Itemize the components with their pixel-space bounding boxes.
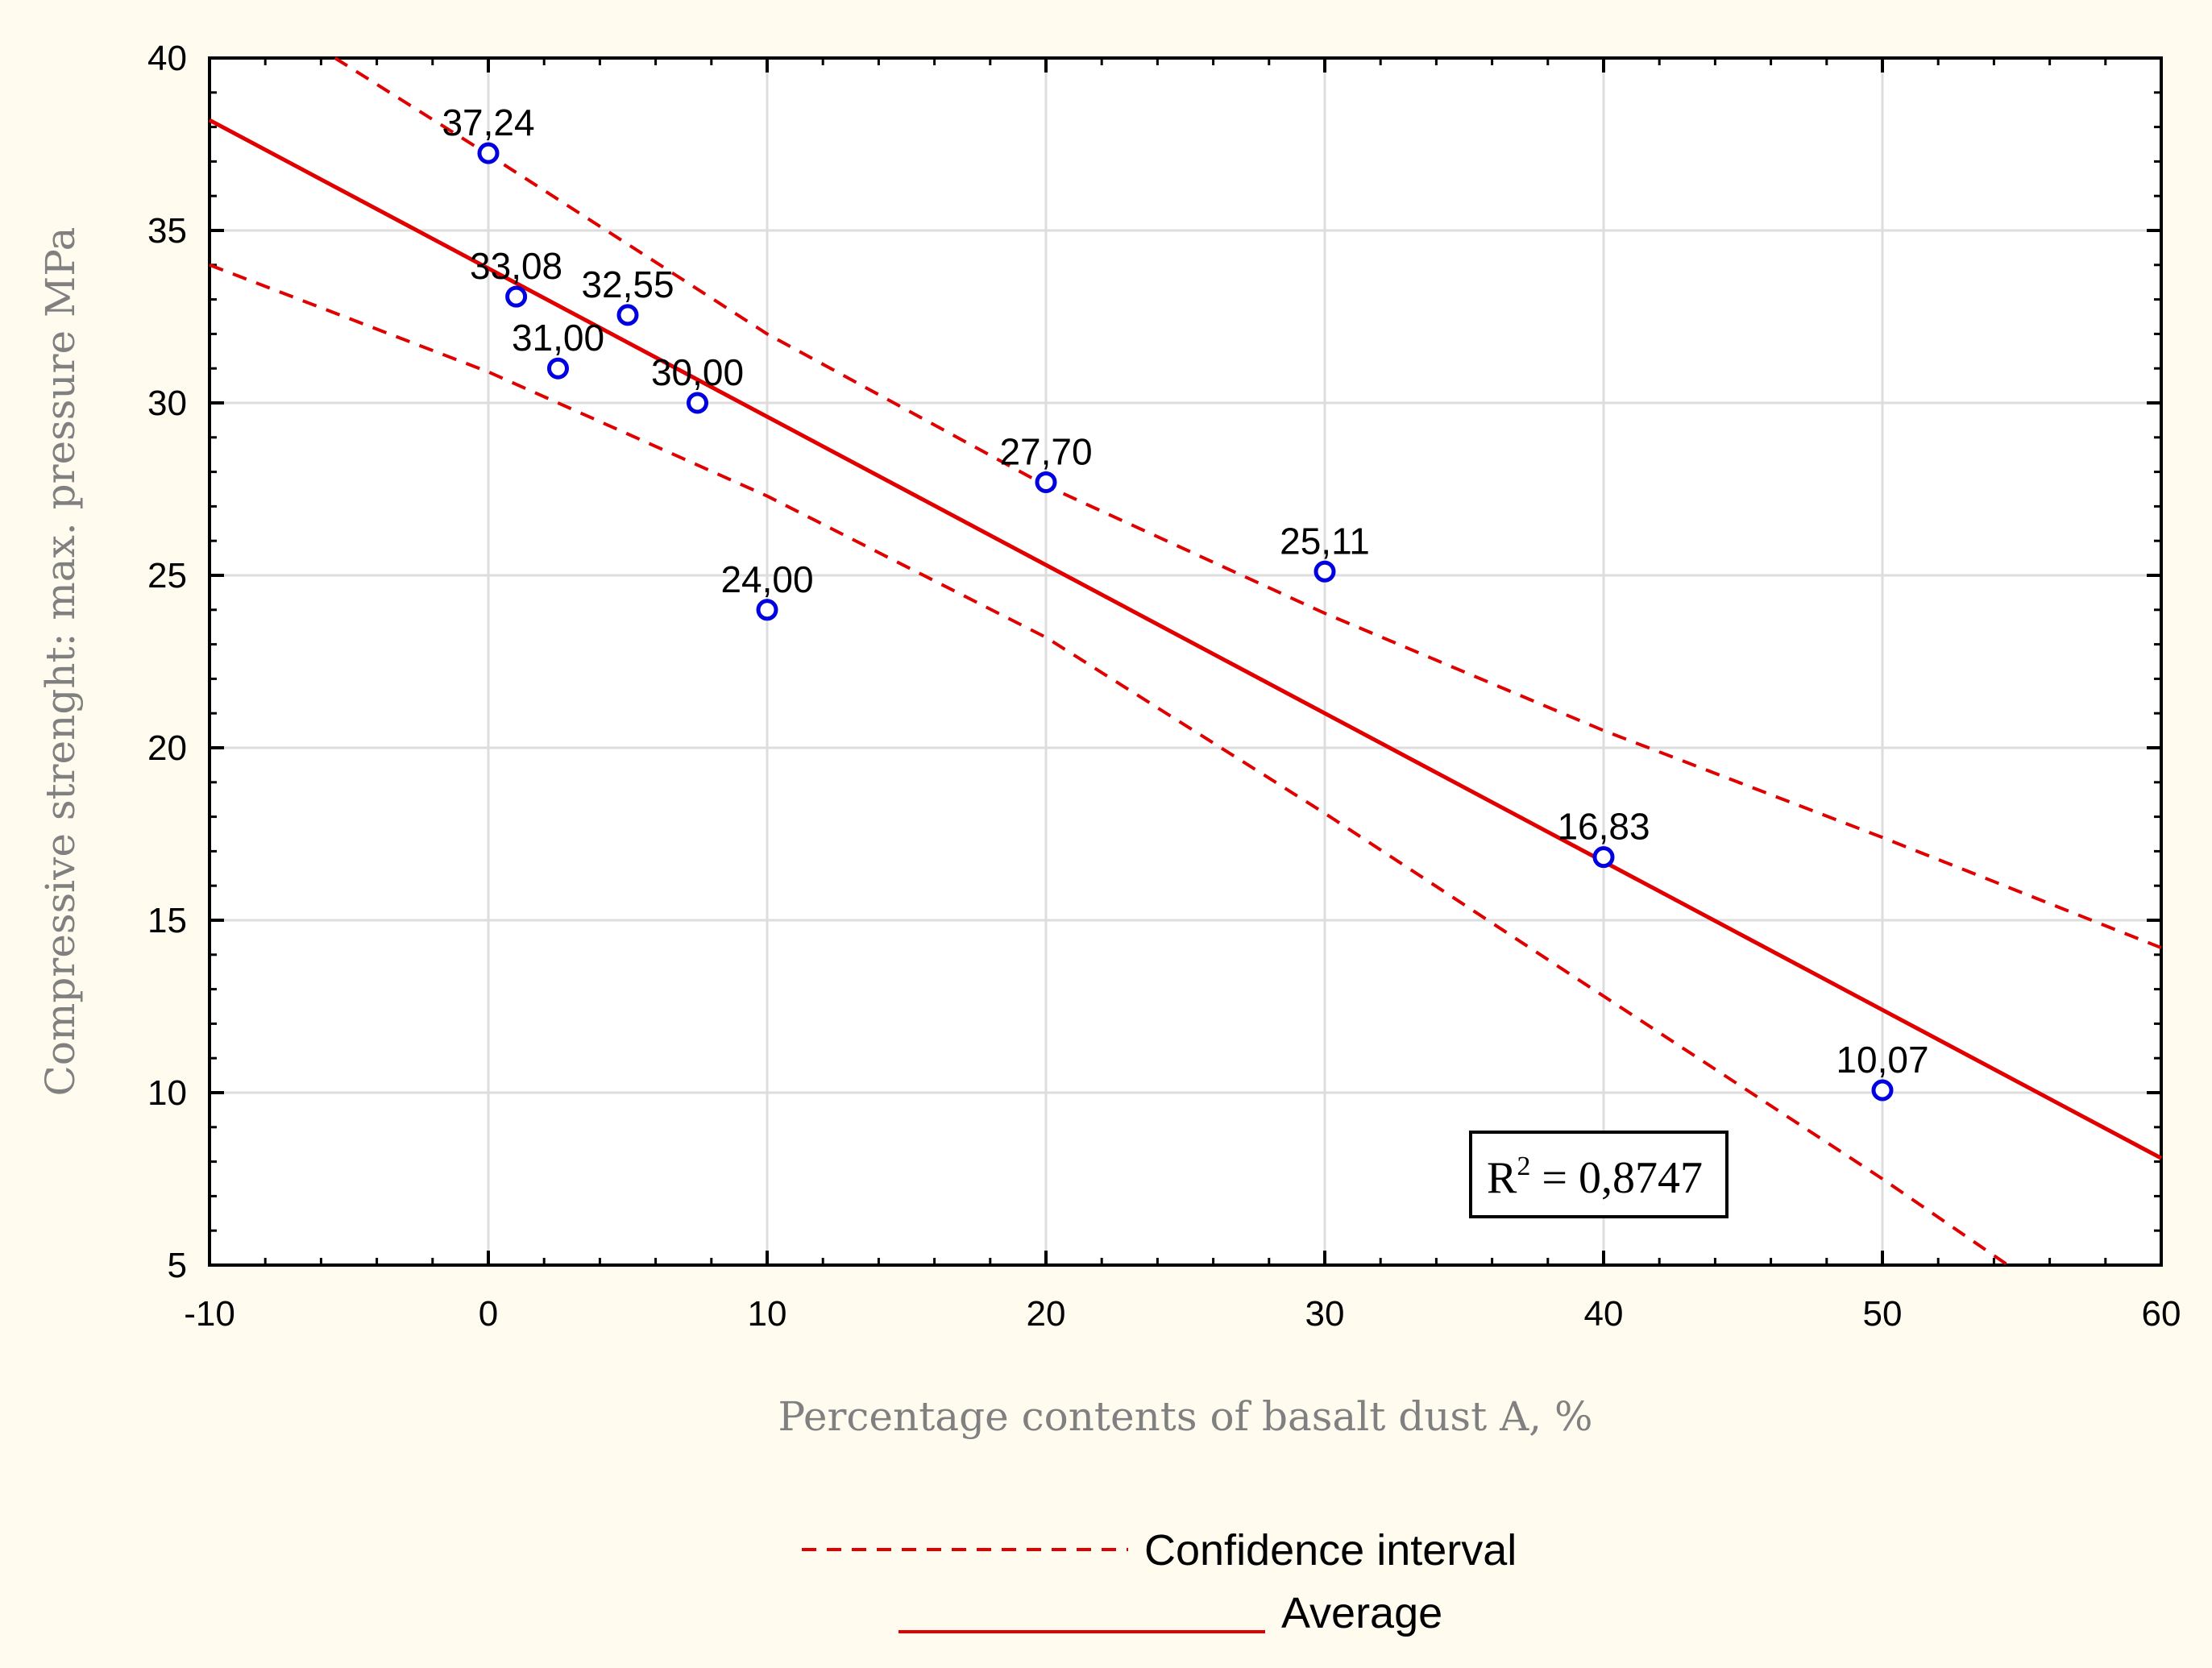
axes: -10 0 10 20 30 40 50 60 5 10 15 20 25 30 35 40 xyxy=(147,39,2181,1334)
r2-value: = 0,8747 xyxy=(1530,1153,1703,1203)
data-point xyxy=(505,285,528,308)
y-tick-label: 10 xyxy=(147,1073,187,1113)
data-label: 16,83 xyxy=(1557,806,1650,848)
y-tick-label: 20 xyxy=(147,728,187,768)
y-axis-title: Compressive strenght: max. pressure MPa xyxy=(37,227,84,1097)
data-point xyxy=(1871,1079,1894,1102)
data-label: 37,24 xyxy=(442,102,534,143)
series xyxy=(208,56,2163,1267)
data-label: 33,08 xyxy=(470,245,562,287)
x-tick-label: 0 xyxy=(479,1294,498,1334)
labels: 37,24 33,08 31,00 32,55 30,00 24,00 27,70 25,11… xyxy=(442,102,1928,1081)
x-tick-label: 20 xyxy=(1027,1294,1066,1334)
y-tick-label: 40 xyxy=(147,39,187,78)
average-line xyxy=(208,118,2163,1160)
plot-frame xyxy=(208,56,2163,1267)
data-label: 30,00 xyxy=(651,351,744,393)
data-point xyxy=(756,599,778,621)
data-label: 25,11 xyxy=(1280,520,1370,562)
data-label: 10,07 xyxy=(1836,1039,1928,1081)
y-tick-label: 30 xyxy=(147,384,187,423)
x-tick-label: 60 xyxy=(2142,1294,2181,1334)
data-point xyxy=(547,357,569,380)
data-label: 24,00 xyxy=(720,558,813,600)
data-point xyxy=(616,304,639,326)
data-point xyxy=(1035,471,1057,493)
data-point xyxy=(1314,560,1336,583)
confidence-upper-line xyxy=(334,56,2162,950)
x-tick-label: 30 xyxy=(1305,1294,1345,1334)
data-point xyxy=(687,392,708,414)
y-tick-label: 35 xyxy=(147,211,187,251)
confidence-lower-line xyxy=(209,263,2009,1267)
x-axis-title: Percentage contents of basalt dust A, % xyxy=(778,1393,1593,1440)
x-tick-label: 10 xyxy=(748,1294,787,1334)
data-label: 32,55 xyxy=(581,263,674,305)
plot-area xyxy=(210,58,2161,1265)
data-label: 31,00 xyxy=(512,317,604,359)
data-point xyxy=(477,142,500,164)
y-tick-label: 15 xyxy=(147,901,187,940)
legend-confidence-label: Confidence interval xyxy=(1144,1526,1517,1575)
svg-text:R2 = 0,8747: R2 = 0,8747 xyxy=(1487,1151,1703,1203)
data-label: 27,70 xyxy=(999,430,1092,472)
legend-average-label: Average xyxy=(1281,1589,1442,1637)
x-tick-label: 40 xyxy=(1584,1294,1624,1334)
r2-label: R xyxy=(1487,1153,1517,1203)
grid xyxy=(208,56,2163,1267)
r2-box xyxy=(1469,1131,1729,1218)
y-tick-label: 5 xyxy=(168,1246,187,1285)
r2-annotation: R2 = 0,8747 xyxy=(1469,1131,1729,1218)
x-tick-label: -10 xyxy=(184,1294,235,1334)
y-tick-label: 25 xyxy=(147,556,187,595)
r2-sup: 2 xyxy=(1517,1151,1530,1181)
data-point xyxy=(1592,846,1615,869)
x-tick-label: 50 xyxy=(1863,1294,1903,1334)
legend: Confidence interval Average xyxy=(802,1526,1517,1637)
